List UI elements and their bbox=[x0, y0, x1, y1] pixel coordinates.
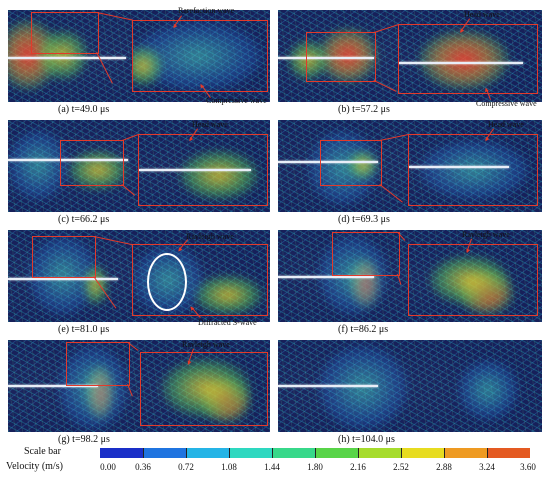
colorbar-tick-mark bbox=[358, 448, 359, 458]
panel-f-caption: (f) t=86.2 μs bbox=[338, 324, 389, 335]
colorbar-segment bbox=[143, 448, 186, 458]
panel-f-zoom bbox=[408, 244, 538, 316]
panel-c-caption: (c) t=66.2 μs bbox=[58, 214, 110, 225]
panel-e-label-rayleigh: Rayleigh wave bbox=[186, 232, 234, 241]
scale-bar-label: Velocity (m/s) bbox=[6, 461, 63, 472]
panel-d-label-head: Head wave bbox=[488, 120, 524, 129]
colorbar-ticks: 0.00 0.36 0.72 1.08 1.44 1.80 2.16 2.52 2.88 3.24… bbox=[100, 462, 536, 474]
panel-a-label-compressive: Compressive wave bbox=[206, 96, 267, 105]
panel-c-crack bbox=[8, 159, 128, 161]
panel-a-caption: (a) t=49.0 μs bbox=[58, 104, 110, 115]
colorbar-tick-label: 2.52 bbox=[393, 462, 409, 472]
colorbar-tick-label: 2.16 bbox=[350, 462, 366, 472]
panel-a-zoom bbox=[132, 20, 268, 92]
colorbar-tick-label: 3.24 bbox=[479, 462, 495, 472]
colorbar-tick-label: 3.60 bbox=[520, 462, 536, 472]
panel-a-crack bbox=[8, 57, 126, 59]
colorbar-tick-label: 1.44 bbox=[264, 462, 280, 472]
colorbar-tick-label: 1.80 bbox=[307, 462, 323, 472]
panel-b-caption: (b) t=57.2 μs bbox=[338, 104, 390, 115]
colorbar-tick-label: 1.08 bbox=[221, 462, 237, 472]
panel-g-zoom bbox=[140, 352, 268, 426]
panel-b-zoom bbox=[398, 24, 538, 94]
colorbar-segment bbox=[444, 448, 487, 458]
colorbar-segment bbox=[401, 448, 444, 458]
panel-f-crack bbox=[278, 276, 374, 278]
panel-b-label-compressive: Compressive wave bbox=[476, 99, 537, 108]
colorbar-segment bbox=[272, 448, 315, 458]
colorbar-tick-mark bbox=[229, 448, 230, 458]
scale-bar-title: Scale bar bbox=[24, 446, 61, 457]
panel-a-label-rarefaction: Rarefaction wave bbox=[178, 6, 235, 15]
panel-e-ellipse bbox=[147, 253, 187, 311]
colorbar-segment bbox=[229, 448, 272, 458]
panel-c-zoom bbox=[138, 134, 268, 206]
panel-h-caption: (h) t=104.0 μs bbox=[338, 434, 395, 445]
panel-g-label-rayleigh: Rayleigh wave bbox=[182, 340, 230, 349]
panel-e-caption: (e) t=81.0 μs bbox=[58, 324, 110, 335]
colorbar-segment bbox=[186, 448, 229, 458]
panel-g-crack bbox=[8, 385, 98, 387]
colorbar-tick-mark bbox=[315, 448, 316, 458]
colorbar-tick-label: 0.36 bbox=[135, 462, 151, 472]
panel-f-label-rayleigh: Rayleigh wave bbox=[462, 230, 510, 239]
panel-e-zoom bbox=[132, 244, 268, 316]
colorbar-tick-mark bbox=[401, 448, 402, 458]
colorbar-tick-mark bbox=[272, 448, 273, 458]
colorbar-segment bbox=[100, 448, 143, 458]
panel-h-crack bbox=[278, 385, 378, 387]
colorbar-tick-label: 2.88 bbox=[436, 462, 452, 472]
panel-b-label-head: Head wave bbox=[464, 10, 500, 19]
panel-g-caption: (g) t=98.2 μs bbox=[58, 434, 110, 445]
colorbar-tick-label: 0.72 bbox=[178, 462, 194, 472]
colorbar-segment bbox=[487, 448, 530, 458]
colorbar-tick-mark bbox=[143, 448, 144, 458]
colorbar-segment bbox=[315, 448, 358, 458]
colorbar-tick-mark bbox=[487, 448, 488, 458]
panel-e-label-diffracted: Diffracted S-wave bbox=[198, 318, 257, 327]
colorbar-tick-label: 0.00 bbox=[100, 462, 116, 472]
panel-h-field bbox=[278, 340, 542, 432]
panel-d-crack bbox=[278, 161, 378, 163]
panel-b-crack bbox=[278, 57, 374, 59]
panel-c-label-head: Head wave bbox=[192, 120, 228, 129]
panel-d-zoom bbox=[408, 134, 538, 206]
panel-d-caption: (d) t=69.3 μs bbox=[338, 214, 390, 225]
colorbar-tick-mark bbox=[444, 448, 445, 458]
colorbar-tick-mark bbox=[186, 448, 187, 458]
colorbar bbox=[100, 448, 530, 458]
colorbar-segment bbox=[358, 448, 401, 458]
panel-e-crack bbox=[8, 278, 118, 280]
